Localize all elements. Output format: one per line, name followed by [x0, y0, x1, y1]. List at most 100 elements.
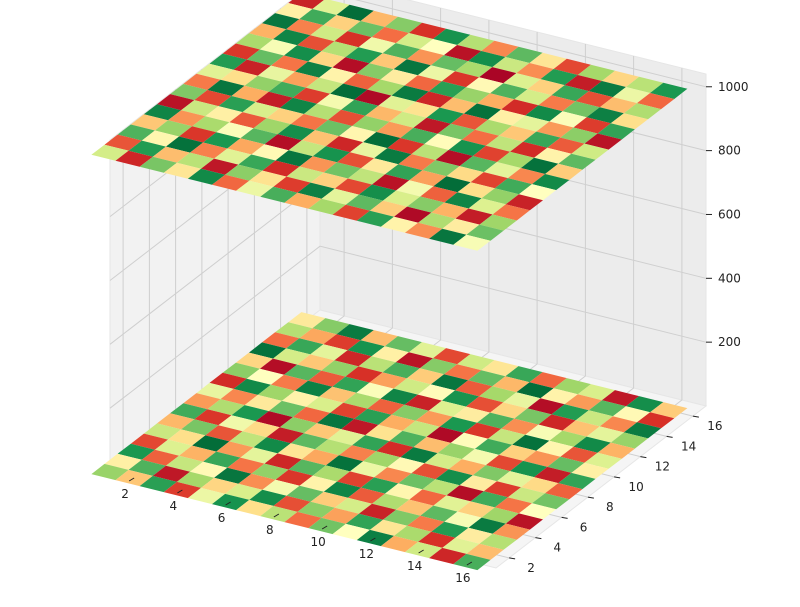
heatmap-cell [303, 423, 342, 440]
heatmap-cell [408, 342, 447, 359]
heatmap-cell [444, 45, 482, 62]
heatmap-cell [384, 336, 422, 353]
heatmap-cell [514, 408, 552, 425]
heatmap-cell [297, 35, 335, 52]
heatmap-cell [255, 411, 293, 428]
heatmap-cell [538, 95, 576, 112]
heatmap-cell [345, 366, 383, 383]
heatmap-cell [203, 132, 241, 149]
heatmap-cell [597, 123, 635, 140]
y-tick-mark [666, 435, 673, 438]
heatmap-cell [387, 138, 425, 155]
heatmap-cell [415, 91, 453, 108]
heatmap-cell [310, 172, 348, 189]
heatmap-cell [429, 228, 467, 245]
heatmap-cell [446, 166, 484, 183]
heatmap-cell [190, 142, 228, 159]
heatmap-cell [499, 125, 537, 142]
heatmap-cell [231, 85, 269, 102]
heatmap-cell [201, 477, 239, 494]
y-tick-mark [561, 516, 568, 519]
heatmap-cell [141, 130, 179, 147]
heatmap-cell [472, 465, 510, 482]
heatmap-cell [325, 455, 364, 472]
heatmap-cell [238, 154, 276, 171]
heatmap-cell [299, 9, 337, 26]
heatmap-cell [117, 443, 155, 460]
heatmap-cell [308, 517, 346, 535]
heatmap-cell [284, 45, 322, 62]
heatmap-cell [380, 388, 418, 405]
heatmap-cell [279, 97, 317, 114]
heatmap-cell [91, 463, 129, 481]
heatmap-cell [545, 163, 583, 180]
x-tick-label: 10 [310, 535, 325, 549]
heatmap-cell [457, 34, 495, 51]
heatmap-cell [141, 449, 179, 466]
heatmap-cell [450, 113, 488, 130]
heatmap-cell [139, 475, 177, 493]
heatmap-cell [394, 206, 432, 223]
heatmap-cell [599, 416, 637, 433]
heatmap-cell [262, 479, 300, 496]
heatmap-cell [361, 158, 399, 175]
heatmap-cell [551, 85, 589, 102]
heatmap-cell [417, 65, 455, 82]
heatmap-cell [201, 158, 239, 175]
heatmap-cell [330, 83, 368, 100]
heatmap-cell [523, 450, 561, 467]
heatmap-cell [521, 157, 559, 174]
heatmap-cell [398, 154, 436, 171]
heatmap-cell [483, 481, 521, 498]
heatmap-cell [259, 358, 298, 375]
heatmap-cell [385, 164, 423, 181]
heatmap-cell [402, 420, 440, 437]
heatmap-cell [369, 372, 407, 389]
heatmap-cell [496, 471, 535, 488]
z-tick-label: 800 [718, 144, 741, 158]
heatmap-cell [352, 435, 390, 452]
heatmap-cell [406, 368, 444, 385]
y-tick-mark [535, 537, 542, 540]
heatmap-cell [152, 146, 190, 163]
heatmap-layers [91, 0, 688, 571]
axis-ticks: 2 4 6 8 10 12 14 16 2 4 6 8 10 12 14 16 200 400 600 800 1000 [121, 80, 748, 585]
heatmap-cell [212, 174, 250, 191]
heatmap-cell [437, 442, 475, 460]
heatmap-cell [571, 143, 609, 160]
heatmap-cell [571, 462, 609, 479]
heatmap-cell [297, 354, 335, 371]
heatmap-cell [521, 477, 559, 494]
heatmap-cell [577, 384, 615, 401]
heatmap-cell [292, 406, 331, 424]
heatmap-cell [104, 134, 142, 151]
heatmap-cell [259, 39, 298, 56]
heatmap-cell [588, 400, 626, 417]
heatmap-cell [363, 451, 401, 468]
x-tick-mark [128, 477, 135, 482]
heatmap-cell [485, 454, 524, 472]
heatmap-cell [532, 493, 570, 510]
heatmap-cell [218, 415, 256, 432]
heatmap-cell [275, 150, 313, 167]
heatmap-cell [529, 52, 567, 69]
heatmap-cell [187, 168, 226, 185]
heatmap-cell [479, 386, 517, 403]
heatmap-cell [439, 416, 477, 433]
heatmap-cell [115, 469, 153, 487]
heatmap-cell [426, 426, 464, 443]
heatmap-cell [273, 176, 311, 193]
heatmap-cell [336, 324, 374, 341]
heatmap-cell [143, 423, 182, 440]
heatmap-cell [505, 513, 543, 530]
heatmap-cell [312, 318, 350, 335]
heatmap-cell [448, 459, 486, 476]
heatmap-cell [317, 93, 355, 110]
heatmap-cell [463, 422, 502, 439]
heatmap-cell [286, 166, 324, 183]
heatmap-cell [430, 55, 469, 72]
heatmap-cell [356, 382, 394, 399]
heatmap-cell [459, 475, 497, 492]
heatmap-cell [466, 77, 504, 94]
